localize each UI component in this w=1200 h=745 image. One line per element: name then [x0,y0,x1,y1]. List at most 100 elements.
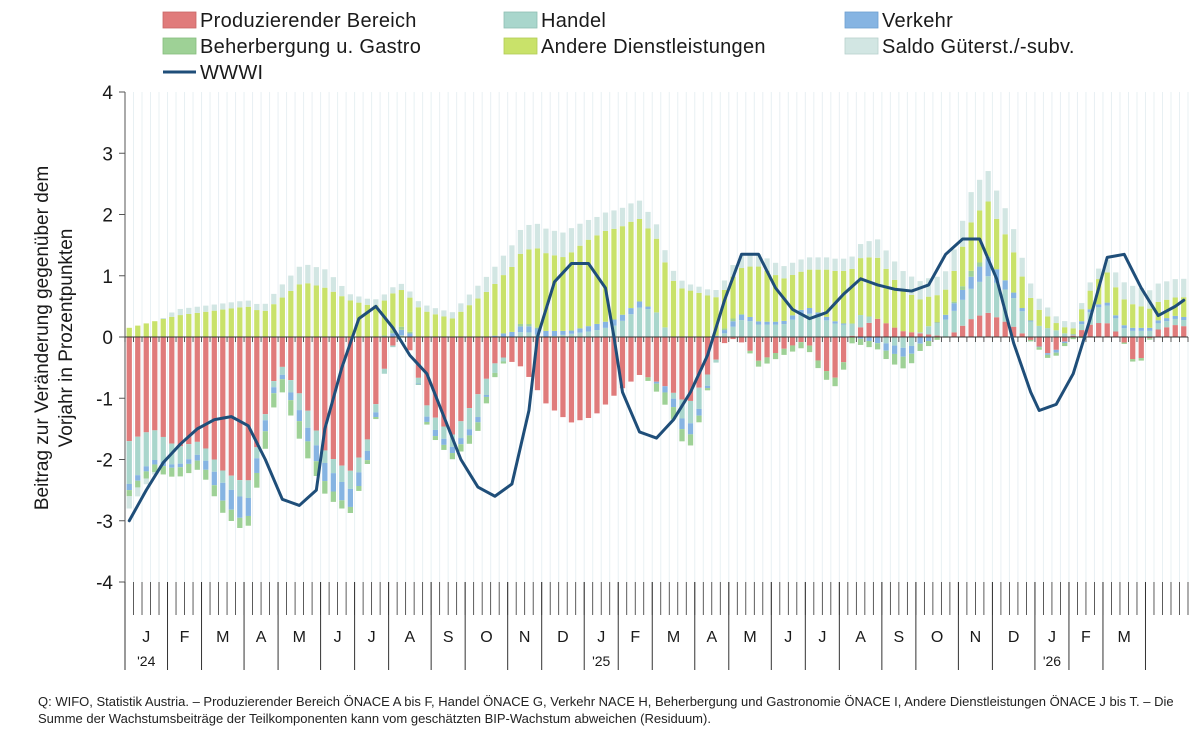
bar-segment-beher [645,377,651,381]
bar-segment-beher [398,326,405,330]
bar-segment-andere [619,226,626,315]
bar-segment-beher [934,337,940,340]
legend-item-prod: Produzierender Bereich [162,10,416,32]
bar-segment-saldo [943,271,949,290]
month-label: J [784,629,792,646]
bar-segment-prod [245,337,251,481]
month-label: M [743,629,756,646]
bar-segment-saldo [160,318,166,319]
bar-segment-saldo [551,230,558,256]
bar-segment-prod [237,337,243,481]
legend-swatch-andere [503,37,538,55]
bar-segment-handel [177,446,183,464]
bar-segment-andere [1138,306,1144,328]
bar-segment-beher [662,392,668,405]
bar-segment-prod [577,337,583,421]
bar-segment-prod [781,337,787,349]
bar-segment-andere [900,289,906,332]
bar-segment-prod [1062,337,1068,342]
bar-segment-handel [815,317,821,337]
bar-segment-andere [1130,304,1136,328]
bar-segment-handel [1113,318,1119,332]
bar-segment-andere [866,257,872,317]
bar-segment-saldo [381,294,388,301]
bar-segment-prod [866,322,872,337]
bar-segment-saldo [823,257,830,270]
bar-segment-handel [747,321,753,337]
bar-segment-verkehr [220,482,226,501]
bar-segment-handel [951,310,957,333]
bar-segment-prod [441,337,447,427]
bar-segment-saldo [628,203,634,222]
bar-segment-handel [245,480,251,498]
bar-segment-handel [943,319,949,337]
bar-segment-andere [373,305,379,337]
bar-segment-verkehr [857,337,864,339]
bar-segment-andere [891,279,898,328]
bar-segment-prod [1155,329,1161,337]
bar-segment-saldo [1019,257,1025,277]
bar-segment-handel [228,475,234,490]
bar-segment-saldo [543,228,549,254]
bar-segment-beher [1138,358,1144,361]
bar-segment-beher [296,421,302,439]
bar-segment-handel [653,312,660,337]
bar-segment-verkehr [1002,280,1008,290]
bar-segment-handel [475,394,481,418]
bar-segment-verkehr [687,423,694,435]
bar-segment-andere [483,291,490,337]
bar-segment-saldo [713,290,719,298]
bar-segment-prod [747,337,753,351]
bar-segment-verkehr [908,345,915,354]
bar-segment-andere [874,257,881,319]
bar-segment-saldo [977,179,983,211]
bar-segment-prod [1087,324,1093,337]
bar-segment-verkehr [900,347,906,357]
bar-segment-handel [203,448,209,461]
bar-segment-beher [254,472,260,488]
bar-segment-verkehr [1096,304,1102,308]
bar-segment-handel [1028,321,1034,337]
bar-segment-verkehr [985,258,991,277]
bar-segment-handel [1130,330,1136,338]
bar-segment-handel [339,465,345,482]
bar-segment-beher [1121,342,1127,344]
bar-segment-prod [1053,337,1059,350]
bar-segment-andere [254,310,260,337]
bar-segment-prod [764,337,770,358]
bar-segment-verkehr [832,321,838,324]
bar-segment-saldo [330,277,336,292]
bar-segment-andere [220,309,226,337]
bar-segment-prod [806,337,813,346]
bar-segment-saldo [517,229,524,254]
bar-segment-saldo [279,284,285,298]
bar-segment-andere [1053,323,1059,331]
bar-segment-handel [730,326,736,337]
bar-segment-saldo [934,276,940,296]
bar-segment-saldo [1045,307,1051,317]
bar-segment-beher [1036,347,1042,350]
bar-segment-verkehr [1062,341,1068,344]
bar-segment-prod [1138,337,1144,359]
bar-segment-prod [458,337,464,422]
bar-segment-saldo [364,298,370,305]
bar-segment-verkehr [186,459,192,464]
legend-item-beher: Beherbergung u. Gastro [162,36,421,58]
bar-segment-beher [169,467,175,477]
bar-segment-handel [1147,330,1153,338]
bar-segment-saldo [347,294,353,301]
bar-segment-verkehr [568,330,575,334]
bar-segment-verkehr [526,326,532,333]
bar-segment-prod [917,333,923,337]
y-axis-title-line1: Beitrag zur Veränderung gegenüber dem [32,166,53,510]
bar-segment-beher [135,480,141,488]
bar-segment-beher [220,500,226,513]
bar-segment-handel [1070,335,1076,336]
bar-segment-beher [415,384,422,385]
bar-segment-handel [211,459,217,472]
bar-segment-andere [925,296,932,327]
bar-segment-saldo [611,210,617,229]
bar-segment-prod [730,337,736,340]
bar-segment-beher [730,318,736,322]
